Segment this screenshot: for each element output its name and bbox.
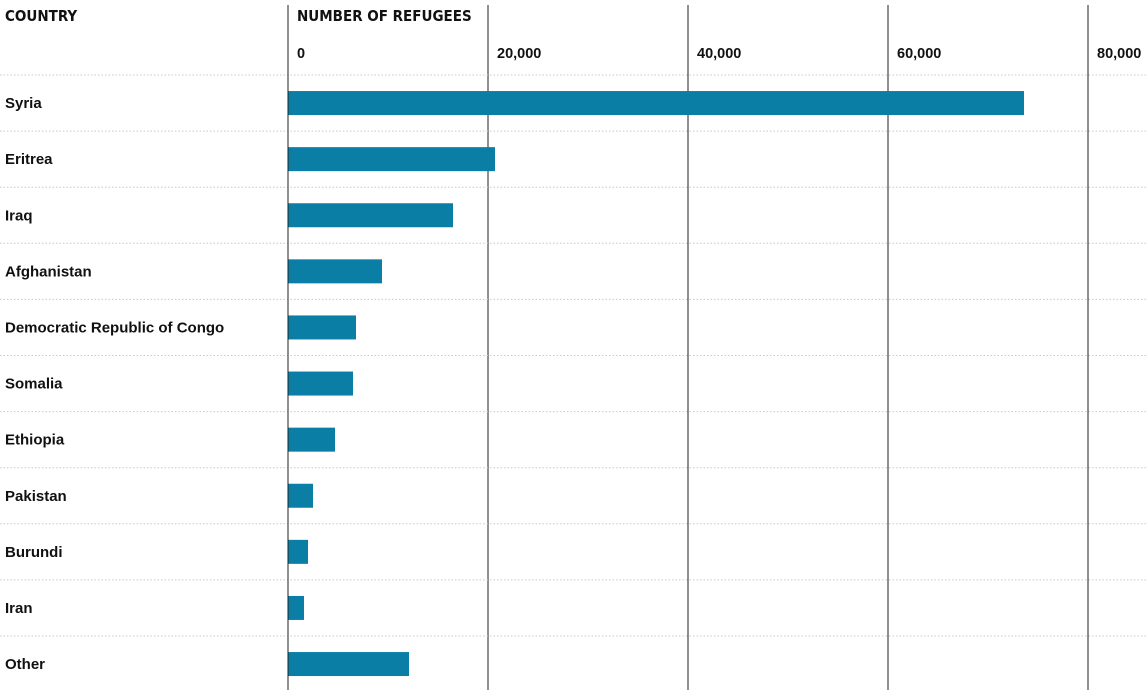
country-column-header: COUNTRY [5,7,77,25]
x-tick-label: 20,000 [497,46,541,62]
bar [288,315,356,340]
value-axis-header: NUMBER OF REFUGEES [297,7,472,25]
category-label: Syria [5,95,42,112]
x-axis-ticks: 0 20,000 40,000 60,000 80,000 [297,46,1141,62]
category-rows: Syria Eritrea Iraq Afghanistan Democratic Re… [0,5,1148,690]
bar [288,652,409,677]
x-tick-label: 0 [297,46,305,62]
category-label: Ethiopia [5,432,65,449]
bar [288,371,353,396]
x-tick-label: 60,000 [897,46,941,62]
category-label: Pakistan [5,488,67,505]
bar [288,427,335,452]
category-label: Iran [5,600,33,617]
category-label: Burundi [5,544,63,561]
bar [288,539,308,564]
category-label: Democratic Republic of Congo [5,319,224,336]
x-tick-label: 80,000 [1097,46,1141,62]
bar [288,259,382,284]
category-label: Iraq [5,207,33,224]
category-label: Afghanistan [5,263,92,280]
bar [288,91,1024,116]
bar [288,203,453,228]
category-label: Eritrea [5,151,53,168]
bar [288,595,304,620]
bar [288,147,495,172]
category-label: Somalia [5,376,63,393]
x-tick-label: 40,000 [697,46,741,62]
bar [288,483,313,508]
category-label: Other [5,656,45,673]
